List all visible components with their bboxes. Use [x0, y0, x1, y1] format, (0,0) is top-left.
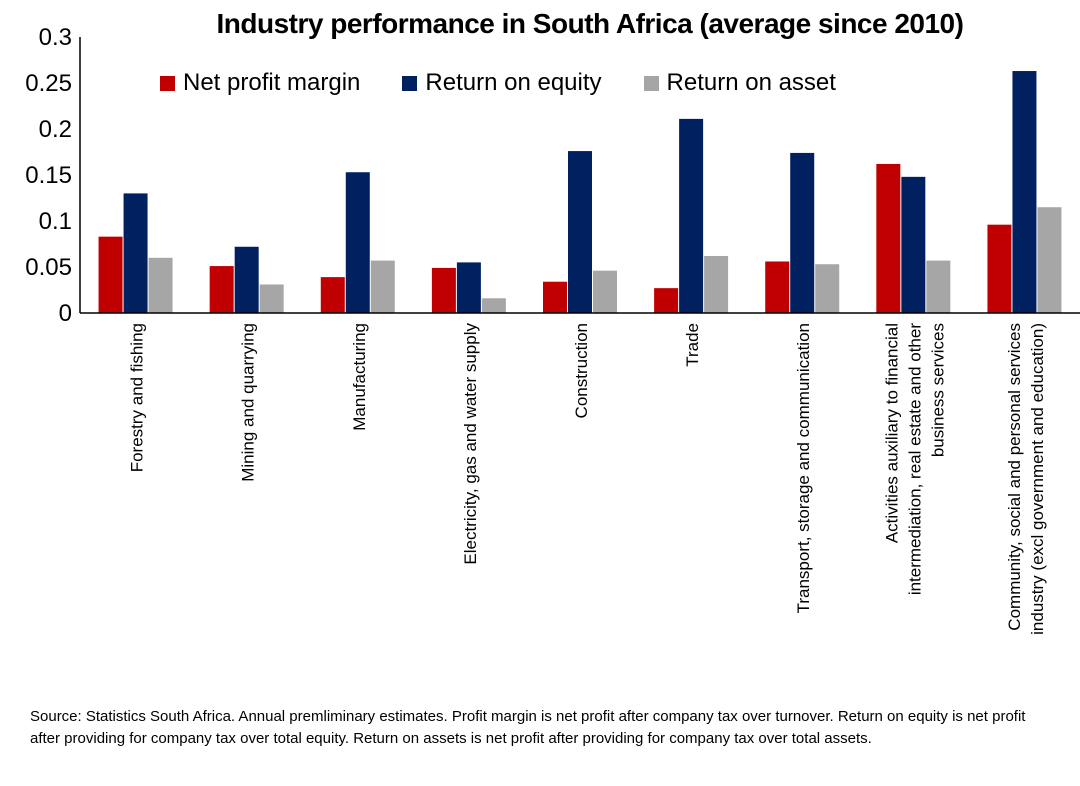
x-category-label-line: industry (excl government and education): [1028, 323, 1047, 635]
bar-return-on-equity: [234, 246, 259, 313]
legend-label: Net profit margin: [183, 69, 361, 96]
chart-legend: Net profit margin Return on equity Retur…: [160, 68, 878, 98]
x-category-label: Trade: [683, 323, 702, 367]
x-category-label-line: intermediation, real estate and other: [905, 323, 924, 596]
x-category-label-line: Construction: [572, 323, 591, 418]
y-tick-label: 0.05: [25, 254, 72, 281]
bar-return-on-equity: [901, 176, 926, 313]
bar-net-profit-margin: [876, 163, 901, 313]
legend-label: Return on asset: [666, 69, 836, 96]
bar-return-on-equity: [568, 151, 592, 313]
legend-item-net-profit-margin: Net profit margin: [160, 69, 360, 97]
bar-net-profit-margin: [765, 261, 790, 313]
source-note: Source: Statistics South Africa. Annual …: [30, 708, 1026, 747]
bar-return-on-asset: [370, 260, 395, 313]
bar-return-on-asset: [593, 270, 617, 313]
x-category-label: Electricity, gas and water supply: [461, 323, 480, 565]
y-tick-label: 0.25: [25, 70, 72, 97]
bar-return-on-equity: [123, 193, 148, 313]
x-category-label-line: Activities auxiliary to financial: [882, 323, 901, 543]
x-category-label: Manufacturing: [350, 323, 369, 431]
x-category-label-line: Transport, storage and communication: [794, 323, 813, 613]
bar-net-profit-margin: [543, 281, 567, 313]
bar-return-on-asset: [259, 284, 284, 313]
bar-return-on-asset: [815, 264, 840, 313]
y-tick-label: 0.1: [39, 208, 72, 235]
bar-return-on-asset: [1037, 207, 1062, 313]
x-category-label: Activities auxiliary to financial interme…: [882, 323, 947, 596]
bar-net-profit-margin: [209, 266, 234, 313]
y-tick-label: 0: [59, 300, 72, 327]
legend-swatch: [402, 75, 418, 91]
bar-return-on-asset: [926, 260, 951, 313]
bar-return-on-asset: [481, 298, 506, 313]
bar-return-on-equity: [679, 118, 704, 313]
bar-return-on-equity: [1012, 71, 1037, 313]
x-category-label-line: Manufacturing: [350, 323, 369, 431]
legend-label: Return on equity: [425, 69, 602, 96]
y-tick-label: 0.15: [25, 162, 72, 189]
x-category-label-line: Mining and quarrying: [239, 323, 258, 482]
bar-net-profit-margin: [320, 277, 345, 313]
x-category-label: Transport, storage and communication: [794, 323, 813, 613]
bar-net-profit-margin: [987, 224, 1012, 313]
legend-swatch: [643, 75, 659, 91]
y-tick-label: 0.2: [39, 116, 72, 143]
x-category-label: Mining and quarrying: [239, 323, 258, 482]
x-category-label-line: Community, social and personal services: [1005, 323, 1024, 631]
bar-return-on-equity: [790, 152, 815, 313]
x-category-label-line: business services: [928, 323, 947, 457]
x-category-label: Forestry and fishing: [128, 323, 147, 472]
bar-return-on-equity: [345, 172, 370, 313]
bar-net-profit-margin: [431, 267, 456, 313]
x-category-label: Construction: [572, 323, 591, 418]
x-category-label-line: Forestry and fishing: [128, 323, 147, 472]
bar-net-profit-margin: [654, 288, 679, 313]
chart-title: Industry performance in South Africa (av…: [216, 8, 964, 39]
x-category-label: Community, social and personal services i…: [1005, 323, 1047, 635]
x-category-label-line: Trade: [683, 323, 702, 367]
bar-net-profit-margin: [98, 236, 123, 313]
bar-return-on-asset: [704, 255, 729, 313]
legend-item-return-on-equity: Return on equity: [402, 69, 602, 97]
chart-plot: 0 0.05 0.1 0.15 0.2 0.25 0.3 Forestry and fish…: [25, 24, 1080, 635]
legend-swatch: [160, 75, 175, 91]
bar-return-on-asset: [148, 257, 173, 313]
legend-item-return-on-asset: Return on asset: [643, 69, 836, 97]
x-category-label-line: Electricity, gas and water supply: [461, 323, 480, 565]
y-tick-label: 0.3: [39, 24, 72, 51]
bar-return-on-equity: [456, 262, 481, 313]
